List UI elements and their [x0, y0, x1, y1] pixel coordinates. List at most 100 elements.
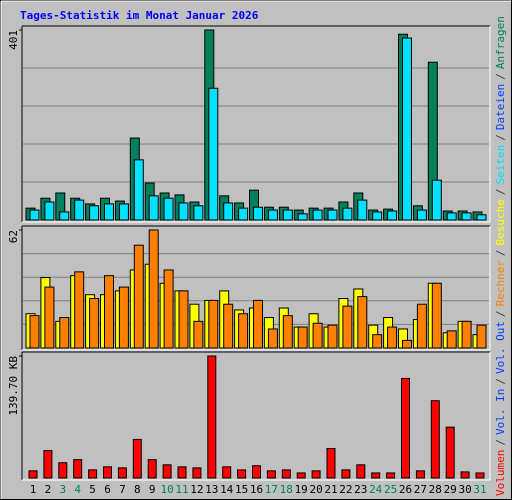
x-tick-label: 11: [175, 483, 188, 496]
bar: [117, 467, 127, 479]
bar: [296, 472, 306, 479]
bar: [372, 211, 383, 221]
x-tick-label: 8: [134, 483, 141, 496]
bar: [193, 320, 204, 349]
x-tick-label: 19: [295, 483, 308, 496]
bar: [118, 203, 129, 221]
bar: [148, 195, 159, 221]
bar: [192, 467, 202, 479]
bar: [282, 315, 293, 349]
bar: [193, 205, 204, 221]
x-tick-label: 4: [74, 483, 81, 496]
x-tick-label: 24: [369, 483, 383, 496]
legend-item: Vol. Out: [494, 321, 507, 374]
y-tick-label: 139.70 KB: [7, 356, 20, 416]
bar: [445, 426, 455, 479]
bar: [238, 207, 249, 221]
bar: [446, 212, 457, 221]
bar: [253, 299, 263, 349]
x-tick-label: 31: [473, 483, 486, 496]
bar: [208, 299, 219, 349]
x-tick-label: 3: [59, 483, 66, 496]
bar: [341, 469, 351, 479]
bar: [282, 209, 293, 221]
x-tick-label: 25: [384, 483, 397, 496]
legend-item: Vol. In: [494, 389, 507, 435]
bar: [104, 203, 114, 221]
x-tick-label: 14: [220, 483, 234, 496]
legend-separator: /: [494, 188, 507, 195]
legend-separator: /: [494, 134, 507, 141]
bar: [28, 470, 38, 479]
bar: [311, 470, 321, 479]
bar: [266, 470, 276, 479]
bar: [416, 303, 427, 349]
bar: [371, 472, 381, 479]
bar: [148, 229, 159, 349]
bar: [386, 472, 396, 479]
x-tick-label: 2: [45, 483, 52, 496]
x-tick-label: 7: [119, 483, 126, 496]
bar: [222, 466, 232, 479]
bar: [73, 459, 83, 479]
bar: [461, 320, 472, 349]
legend-separator: /: [494, 439, 507, 446]
bar: [44, 201, 55, 221]
bar: [416, 209, 427, 221]
x-tick-label: 5: [89, 483, 96, 496]
bar: [267, 328, 278, 349]
legend-separator: /: [494, 249, 507, 256]
bar: [342, 305, 353, 349]
bar: [431, 179, 442, 221]
x-tick-label: 23: [354, 483, 367, 496]
bar: [89, 205, 100, 221]
chart-title: Tages-Statistik im Monat Januar 2026: [20, 9, 259, 22]
bar: [133, 244, 144, 349]
legend-item: Dateien: [494, 84, 507, 130]
x-tick-label: 26: [399, 483, 412, 496]
bar: [327, 324, 338, 349]
bar: [29, 315, 40, 349]
bar: [58, 462, 68, 479]
bar: [163, 269, 174, 349]
legend: Volumen / Vol. In / Vol. Out / Rechner / Besuche…: [494, 16, 507, 496]
bar: [147, 459, 157, 479]
bar: [402, 37, 412, 221]
bar: [118, 286, 129, 349]
bar: [74, 271, 85, 349]
bar: [104, 275, 114, 349]
bar: [163, 197, 174, 221]
bar: [59, 317, 70, 349]
legend-item: Volumen: [494, 450, 507, 496]
x-tick-label: 9: [149, 483, 156, 496]
bar: [446, 330, 457, 349]
bar: [476, 324, 487, 349]
bar: [281, 469, 291, 479]
x-tick-label: 28: [429, 483, 442, 496]
bar: [89, 298, 100, 349]
x-tick-label: 30: [458, 483, 471, 496]
bar: [29, 209, 40, 221]
bar: [162, 464, 172, 479]
bar: [253, 206, 263, 221]
bar: [387, 326, 398, 349]
legend-item: Besuche: [494, 199, 507, 245]
bar: [223, 202, 234, 221]
bar: [297, 213, 308, 221]
bar: [133, 159, 144, 221]
legend-item: Seiten: [494, 145, 507, 185]
x-tick-label: 21: [324, 483, 337, 496]
x-tick-label: 12: [190, 483, 203, 496]
x-tick-label: 15: [235, 483, 248, 496]
bar: [178, 202, 189, 221]
bar: [44, 286, 55, 349]
x-tick-label: 13: [205, 483, 218, 496]
bar: [207, 355, 217, 479]
bar: [252, 465, 261, 479]
bar: [387, 210, 398, 221]
bar: [312, 322, 323, 349]
x-tick-label: 18: [280, 483, 293, 496]
bar: [237, 469, 247, 479]
bar: [297, 326, 308, 349]
